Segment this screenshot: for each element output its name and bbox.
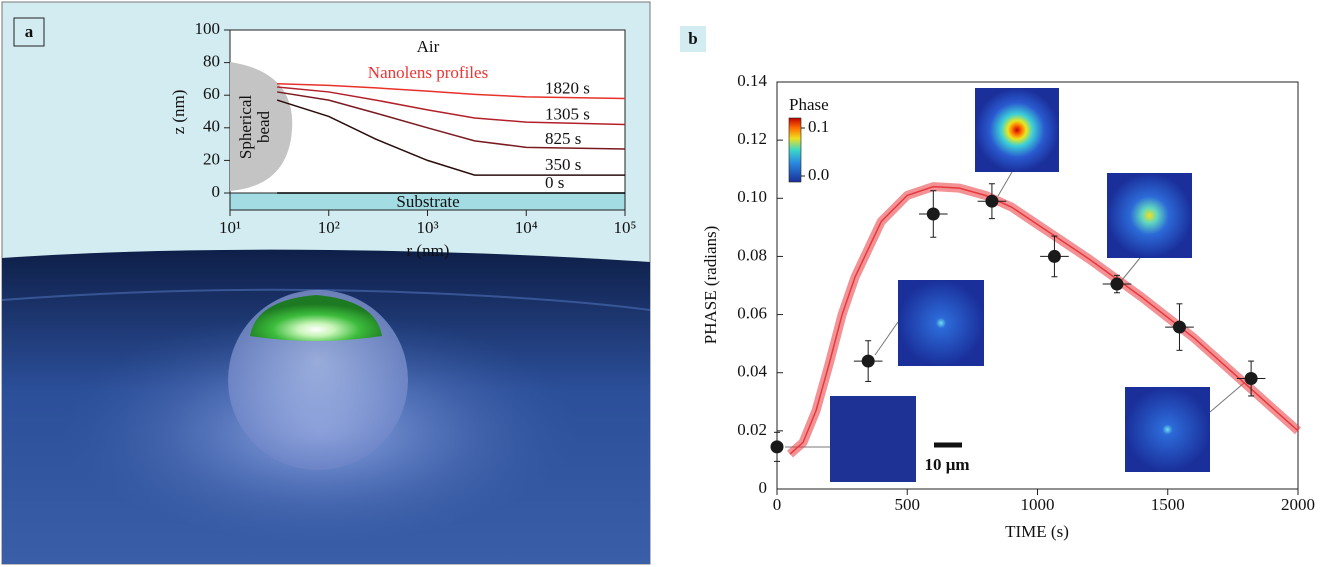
y-tick-label: 60: [203, 84, 220, 103]
profile-label: 825 s: [545, 129, 581, 148]
data-point: [1110, 277, 1124, 291]
bead-label: bead: [254, 110, 273, 143]
phase-image: [830, 396, 916, 482]
colorbar: [788, 117, 802, 183]
colorbar-tick-label: 0.1: [808, 117, 829, 136]
y-tick-label: 0.04: [737, 362, 767, 381]
colorbar-tick-label: 0.0: [808, 165, 829, 184]
phase-image: [975, 88, 1059, 172]
profile-line: [277, 83, 626, 100]
y-tick-label: 0.06: [737, 303, 767, 322]
connector: [1121, 257, 1141, 281]
x-axis-label: r (nm): [407, 241, 450, 260]
x-tick-label: 10⁴: [515, 218, 538, 237]
phase-images: [785, 88, 1245, 482]
y-tick-label: 0: [212, 182, 221, 201]
x-tick-label: 10²: [318, 218, 340, 237]
data-point: [926, 207, 940, 221]
y-tick-label: 40: [203, 117, 220, 136]
panel-label: a: [25, 22, 34, 41]
data-point: [985, 194, 999, 208]
profiles-label: Nanolens profiles: [368, 63, 488, 82]
panel-label-box: [13, 17, 45, 47]
inset-frame: [229, 29, 626, 211]
connector: [874, 321, 899, 356]
y-tick-label: 0: [759, 478, 768, 497]
data-point: [770, 440, 784, 454]
x-tick-label: 2000: [1281, 495, 1315, 514]
profile-label: 1820 s: [545, 78, 590, 97]
bead-label: Spherical: [236, 95, 255, 159]
air-label: Air: [417, 37, 440, 56]
model-line: [789, 185, 1299, 455]
y-tick-label: 100: [195, 19, 221, 38]
profile-line: [276, 91, 626, 150]
y-axis-label: z (nm): [169, 90, 188, 135]
substrate-label: Substrate: [396, 192, 459, 211]
phase-image: [898, 280, 984, 366]
data-point: [1172, 320, 1186, 334]
y-tick-label: 20: [203, 149, 220, 168]
colorbar-label: Phase: [789, 95, 829, 114]
y-tick-label: 80: [203, 52, 220, 71]
connector: [997, 171, 1013, 197]
profile-line: [276, 99, 625, 176]
bead: [230, 62, 293, 191]
profile-label: 350 s: [545, 155, 581, 174]
y-tick-label: 0.14: [737, 71, 767, 90]
profile-label: 0 s: [545, 173, 564, 192]
x-tick-label: 10¹: [219, 218, 241, 237]
y-tick-label: 0.10: [737, 187, 767, 206]
data-point: [1244, 372, 1258, 386]
x-tick-label: 1000: [1021, 495, 1055, 514]
y-tick-label: 0.12: [737, 129, 767, 148]
y-tick-label: 0.08: [737, 245, 767, 264]
x-axis-label: TIME (s): [1005, 522, 1069, 541]
profile-line: [277, 86, 626, 126]
x-tick-label: 1500: [1151, 495, 1185, 514]
y-axis-label: PHASE (radians): [701, 226, 720, 345]
scale-bar-label: 10 μm: [924, 455, 969, 474]
phase-image: [1107, 173, 1192, 258]
panel-label-box: [680, 26, 706, 52]
panel-label: b: [688, 29, 697, 48]
phase-image: [1125, 387, 1210, 472]
x-tick-label: 500: [895, 495, 921, 514]
data-point: [861, 354, 875, 368]
ridge: [1, 288, 651, 311]
x-tick-label: 10³: [416, 218, 438, 237]
data-point: [1047, 249, 1061, 263]
x-tick-label: 10⁵: [614, 218, 637, 237]
profile-label: 1305 s: [545, 104, 590, 123]
y-tick-label: 0.02: [737, 420, 767, 439]
connector: [1209, 382, 1245, 413]
x-tick-label: 0: [773, 495, 782, 514]
nanolens-cap: [250, 295, 382, 341]
